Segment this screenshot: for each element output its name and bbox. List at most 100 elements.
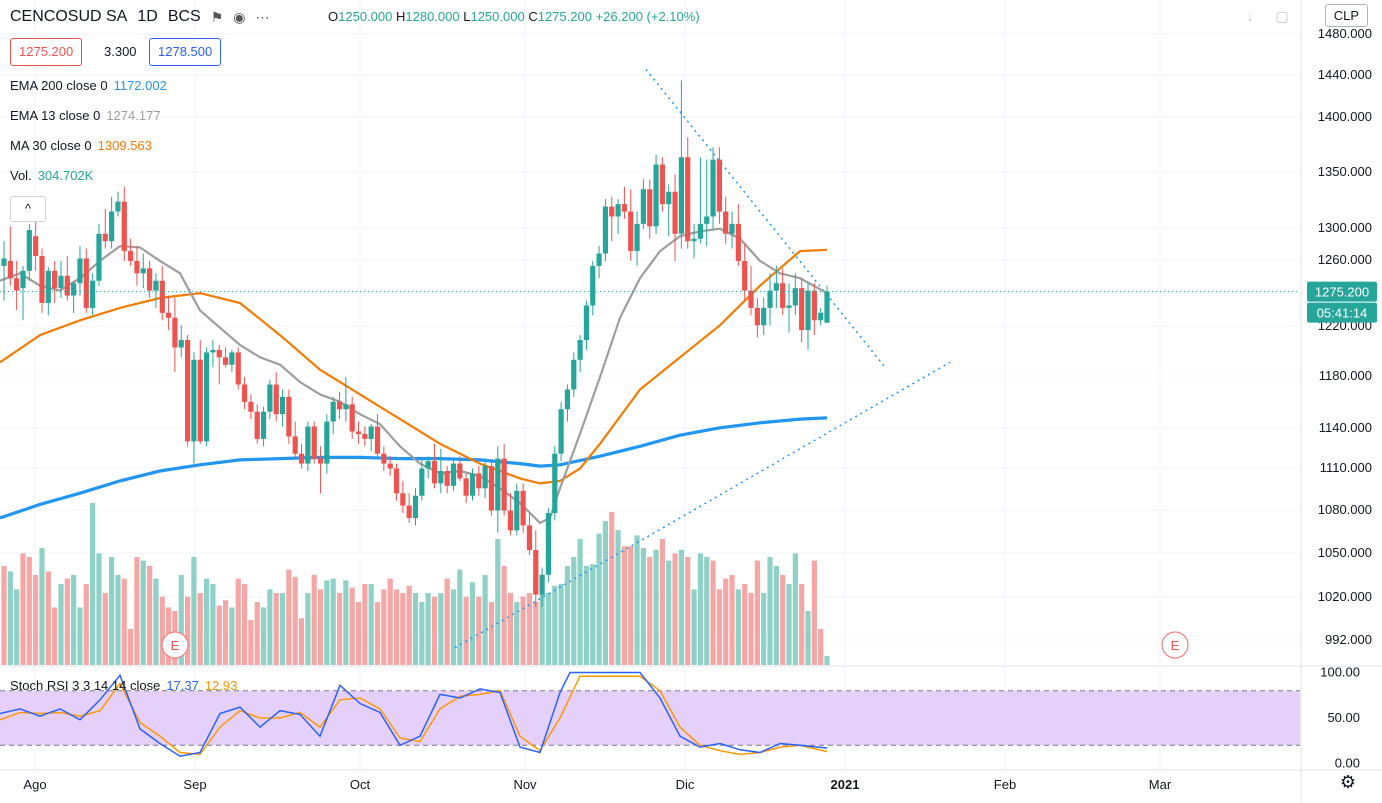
candle-body <box>20 270 26 289</box>
volume-bar <box>735 589 741 665</box>
volume-bar <box>495 539 501 665</box>
candle-body <box>172 317 178 348</box>
volume-bar <box>539 593 545 665</box>
volume-bar <box>330 578 336 665</box>
volume-bar <box>248 620 254 665</box>
fullscreen-icon[interactable]: ▢ <box>1275 8 1289 24</box>
candle-body <box>526 525 533 551</box>
price-tick: 992.000 <box>1325 632 1372 647</box>
volume-bar <box>286 569 292 665</box>
earnings-label-1: E <box>1171 638 1180 653</box>
stoch-rsi-legend[interactable]: Stoch RSI 3 3 14 14 close 17.37 12.93 <box>10 678 238 693</box>
symbol-name[interactable]: CENCOSUD SA <box>10 8 128 25</box>
download-icon[interactable]: ↓ <box>1246 8 1254 24</box>
collapse-legend-button[interactable]: ^ <box>10 196 46 222</box>
candle-body <box>368 426 374 439</box>
indicator-ma30[interactable]: MA 30 close 0 1309.563 <box>10 138 152 153</box>
volume-bar <box>748 593 754 665</box>
volume-bar <box>184 596 191 665</box>
candle-body <box>628 211 634 252</box>
volume-bar <box>121 578 127 665</box>
volume-bar <box>799 584 805 665</box>
candle-body <box>514 490 520 531</box>
volume-bar <box>824 656 830 665</box>
volume-bar <box>273 593 279 665</box>
volume-bar <box>381 589 387 665</box>
settings-gear-icon[interactable]: ⚙ <box>1339 772 1356 792</box>
price-tick: 1260.000 <box>1318 252 1372 267</box>
volume-bar <box>147 566 153 665</box>
buy-price-box[interactable]: 1278.500 <box>149 38 222 66</box>
volume-bar <box>678 549 684 665</box>
candle-body <box>552 453 558 514</box>
volume-bar <box>469 582 476 665</box>
volume-bar <box>457 569 463 665</box>
earnings-marker-0 <box>161 631 189 659</box>
volume-bar <box>786 584 792 665</box>
candle-body <box>39 256 45 303</box>
volume-bar <box>355 602 362 665</box>
volume-bar <box>602 521 609 665</box>
candle-body <box>577 340 583 360</box>
candle-body <box>444 471 450 486</box>
volume-bar <box>279 593 286 665</box>
currency-button[interactable]: CLP <box>1324 4 1368 27</box>
volume-bar <box>1 566 7 665</box>
volume-bar <box>267 589 273 665</box>
ma30-line <box>0 248 828 485</box>
candle-body <box>811 290 817 321</box>
volume-bar <box>387 578 393 665</box>
volume-bar <box>792 553 798 665</box>
volume-bar <box>229 607 235 665</box>
spread: 3.300 <box>104 44 137 59</box>
volume-bar <box>742 584 748 665</box>
indicator-ema13[interactable]: EMA 13 close 0 1274.177 <box>10 108 161 123</box>
candle-body <box>558 409 564 454</box>
candle-body <box>14 278 20 291</box>
change-value: +26.200 (+2.10%) <box>595 9 700 24</box>
candle-body <box>710 159 716 217</box>
candle-body <box>761 307 767 326</box>
candle-body <box>153 280 159 291</box>
interval[interactable]: 1D <box>137 8 158 25</box>
indicator-volume[interactable]: Vol. 304.702K <box>10 168 94 183</box>
candle-body <box>634 223 640 252</box>
volume-bar <box>311 575 317 665</box>
volume-bar <box>697 553 703 665</box>
volume-bar <box>653 549 659 665</box>
candle-body <box>71 283 77 296</box>
candle-body <box>52 270 58 289</box>
candle-body <box>818 312 824 321</box>
candle-body <box>425 461 431 469</box>
volume-bar <box>818 629 824 665</box>
eye-icon[interactable]: ◉ <box>233 8 246 25</box>
volume-bar <box>52 607 58 665</box>
volume-bar <box>298 618 305 665</box>
price-tick: 1050.000 <box>1318 545 1372 560</box>
indicator-ema200[interactable]: EMA 200 close 0 1172.002 <box>10 78 167 93</box>
volume-bar <box>222 600 229 665</box>
candle-body <box>602 206 609 254</box>
volume-bar <box>723 578 729 665</box>
volume-bar <box>520 596 526 665</box>
candle-body <box>780 283 786 308</box>
volume-bar <box>609 512 615 665</box>
stoch-k-line <box>0 671 828 757</box>
volume-bar <box>507 593 514 665</box>
candle-body <box>564 389 571 410</box>
candle-body <box>716 159 722 212</box>
candle-body <box>102 233 108 242</box>
candle-body <box>520 490 526 526</box>
volume-bar <box>260 607 267 665</box>
more-icon[interactable]: ⋯ <box>255 8 270 25</box>
candle-body <box>7 260 13 279</box>
candle-body <box>824 291 830 323</box>
candle-body <box>419 468 425 496</box>
sell-price-box[interactable]: 1275.200 <box>10 38 83 66</box>
candle-body <box>178 340 184 348</box>
candle-body <box>260 411 267 439</box>
flag-icon[interactable]: ⚑ <box>210 8 224 25</box>
candle-body <box>571 359 577 390</box>
volume-bar <box>805 611 811 665</box>
